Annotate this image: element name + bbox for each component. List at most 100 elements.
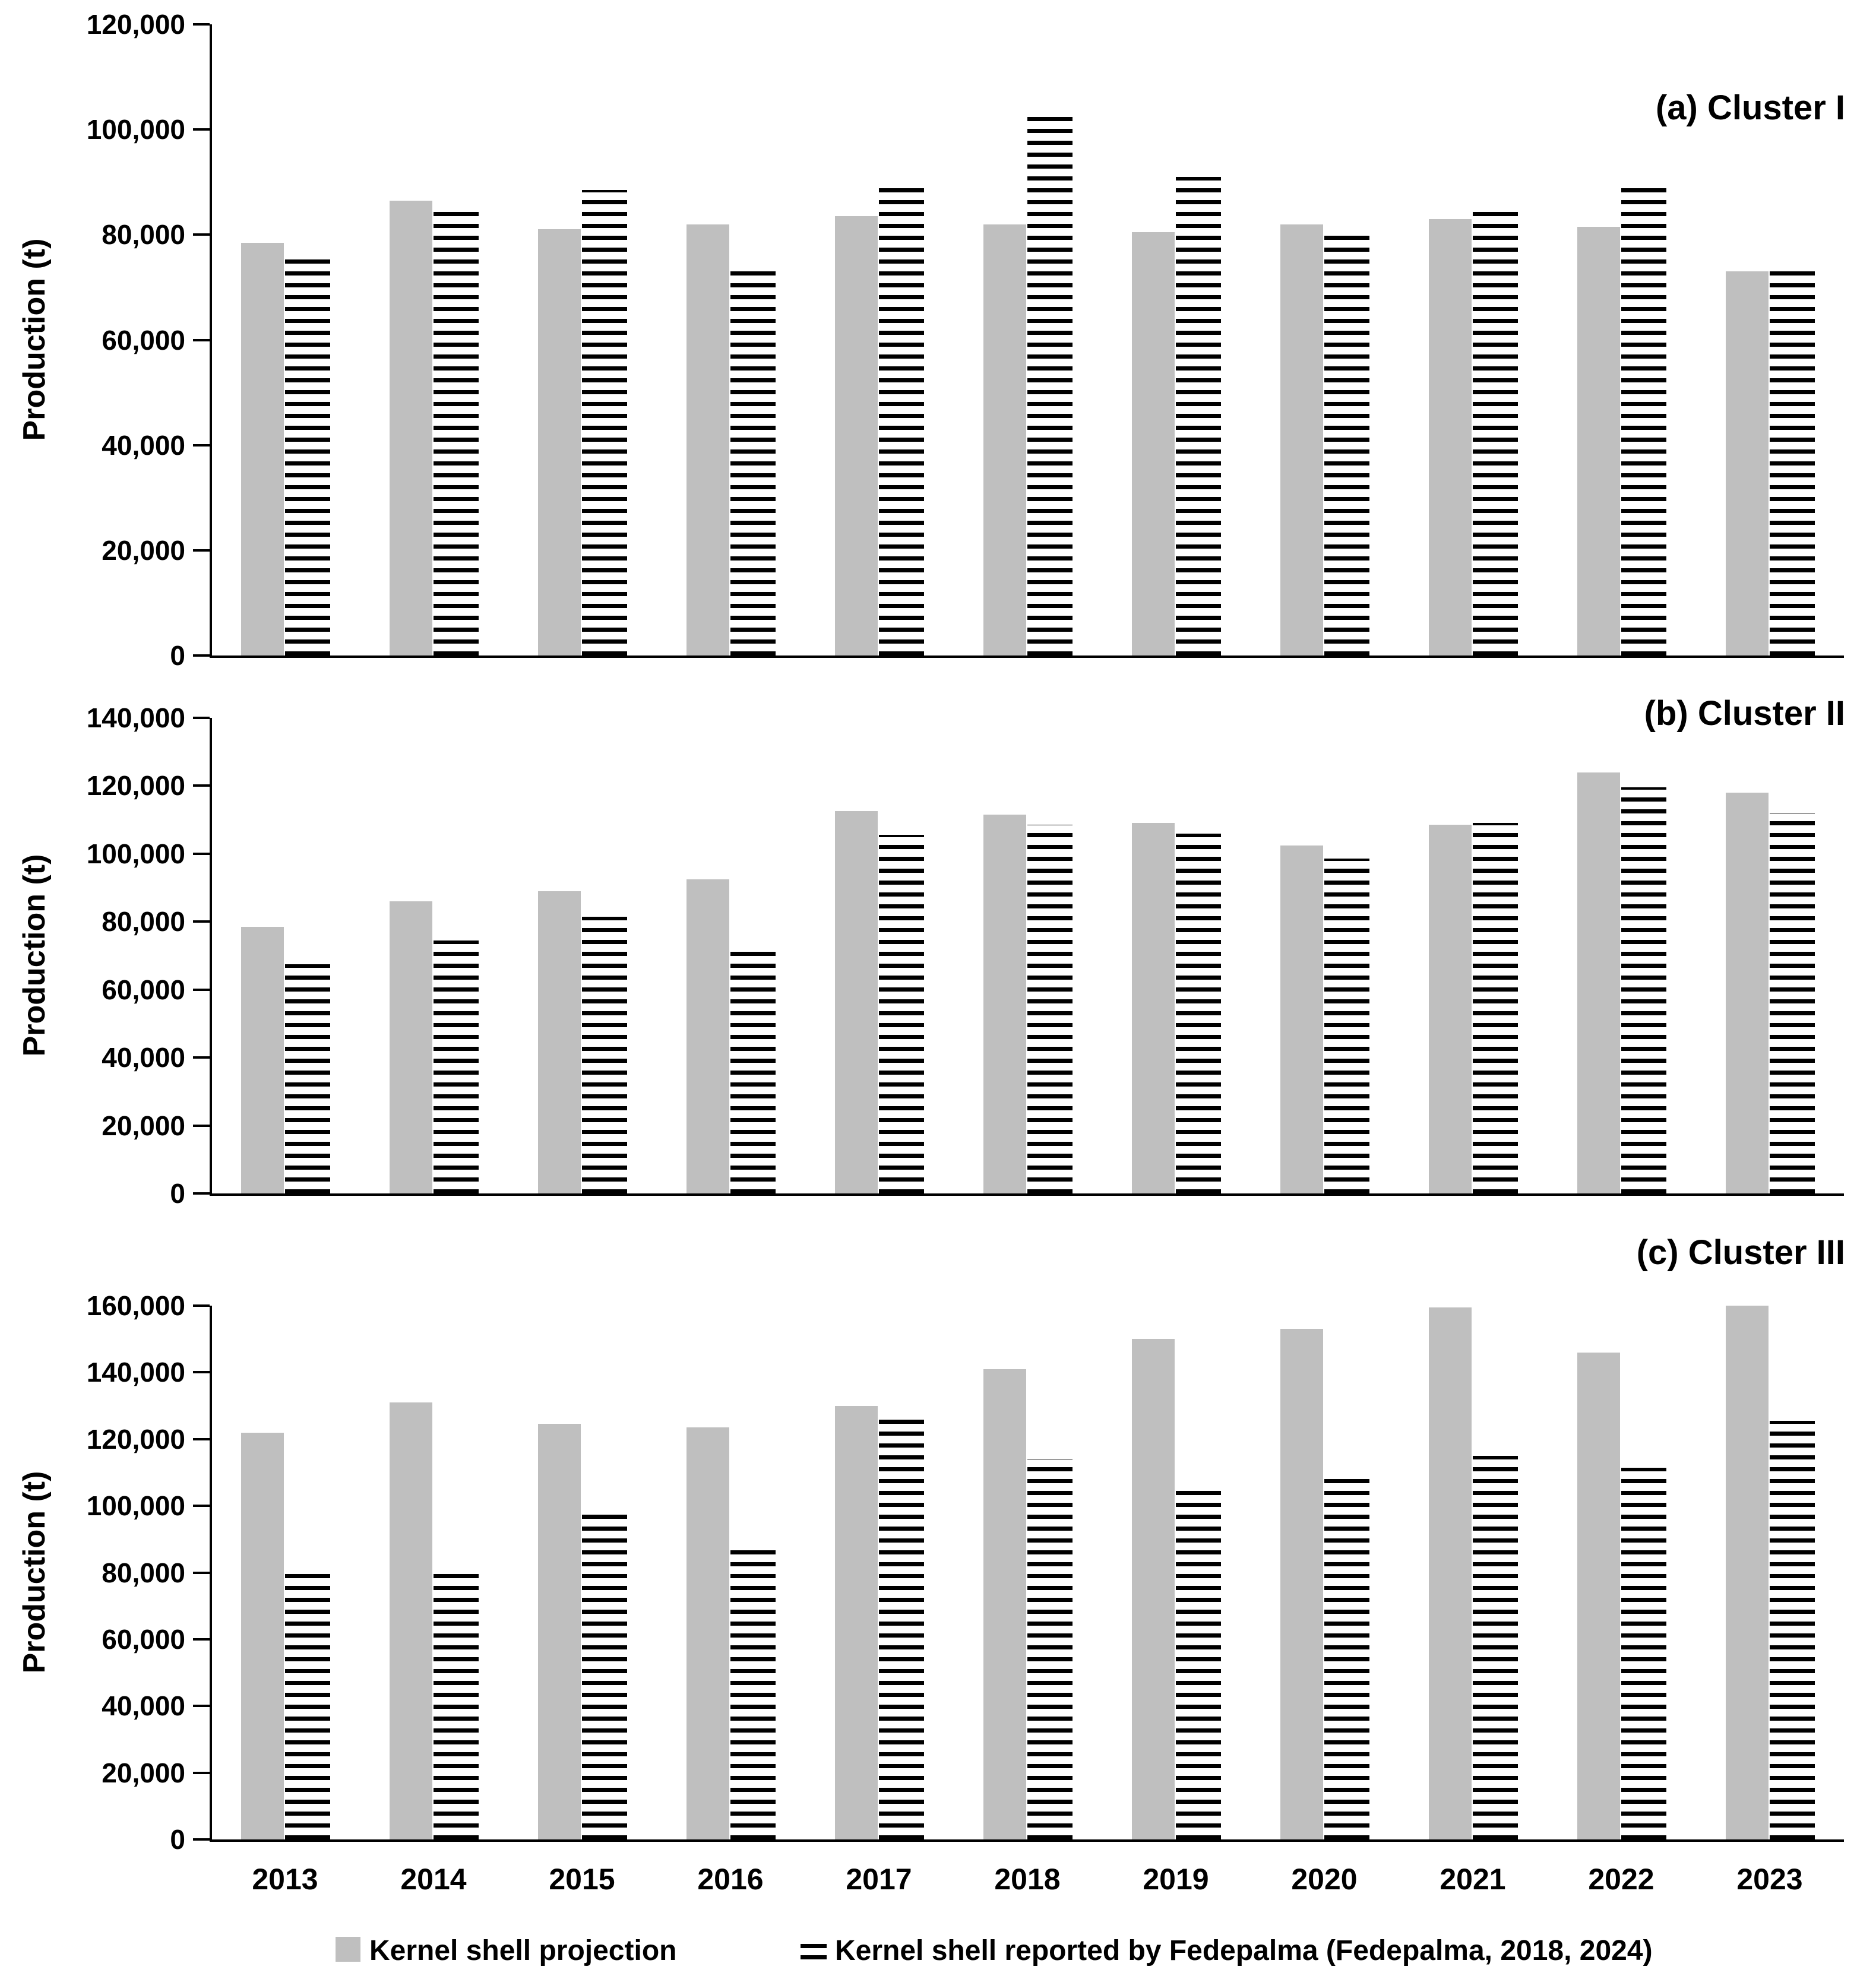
panel-c-tick [193, 1838, 210, 1841]
panel-a-tick [193, 549, 210, 552]
panel-b-tick [193, 1124, 210, 1127]
panel-b-tick [193, 988, 210, 991]
panel-a-tick-label: 60,000 [102, 324, 185, 356]
panel-a-bar-projection-2017 [835, 216, 878, 656]
panel-b-bar-reported-2013 [285, 964, 330, 1193]
panel-a-x-axis [210, 656, 1844, 658]
panel-a-bar-projection-2023 [1726, 271, 1769, 656]
panel-c-bar-reported-2016 [730, 1542, 776, 1839]
panel-c-bar-reported-2013 [285, 1568, 330, 1839]
panel-b-bar-reported-2016 [730, 950, 776, 1193]
panel-b-bar-projection-2014 [390, 901, 432, 1193]
legend-gray-swatch-icon [336, 1937, 360, 1962]
panel-c-bar-projection-2018 [983, 1369, 1026, 1839]
panel-a-tick [193, 444, 210, 446]
panel-a-tick [193, 654, 210, 657]
panel-c-tick-label: 40,000 [102, 1690, 185, 1722]
x-axis-label-2023: 2023 [1736, 1863, 1803, 1896]
panel-a-bar-projection-2020 [1280, 224, 1323, 656]
panel-c-tick-label: 20,000 [102, 1757, 185, 1788]
legend-projection-label: Kernel shell projection [369, 1935, 677, 1966]
panel-a-bar-reported-2019 [1176, 176, 1221, 656]
panel-b-y-axis-label: Production (t) [17, 854, 52, 1057]
panel-c-tick-label: 100,000 [86, 1490, 185, 1522]
panel-c-bar-reported-2023 [1770, 1420, 1815, 1839]
panel-b-tick-label: 80,000 [102, 906, 185, 938]
x-axis-label-2021: 2021 [1440, 1863, 1506, 1896]
panel-c-bar-projection-2023 [1726, 1306, 1769, 1839]
panel-c-bar-projection-2020 [1280, 1329, 1323, 1839]
x-axis-label-2020: 2020 [1291, 1863, 1358, 1896]
panel-c-bar-reported-2019 [1176, 1489, 1221, 1839]
panel-b-bar-projection-2021 [1429, 825, 1472, 1193]
panel-b-tick-label: 20,000 [102, 1110, 185, 1141]
panel-b-tick [193, 784, 210, 787]
panel-b-tick [193, 1192, 210, 1195]
panel-c-bar-reported-2022 [1621, 1467, 1666, 1839]
panel-c-bar-reported-2014 [434, 1574, 479, 1839]
panel-c-bar-reported-2018 [1027, 1459, 1073, 1839]
panel-a-bar-projection-2021 [1429, 218, 1472, 656]
panel-b-bar-reported-2021 [1473, 823, 1518, 1193]
panel-b-bar-reported-2023 [1770, 813, 1815, 1193]
panel-c-tick-label: 120,000 [86, 1423, 185, 1455]
panel-c-bar-projection-2021 [1429, 1307, 1472, 1839]
panel-c-bar-projection-2013 [241, 1432, 284, 1839]
panel-a-bar-reported-2015 [582, 190, 627, 656]
panel-a-tick-label: 40,000 [102, 429, 185, 461]
panel-c-title: (c) Cluster III [1636, 1233, 1845, 1272]
x-axis-label-2014: 2014 [400, 1863, 467, 1896]
panel-c-tick [193, 1505, 210, 1508]
panel-a-tick-label: 20,000 [102, 534, 185, 566]
panel-b-bar-projection-2023 [1726, 792, 1769, 1193]
panel-b-bar-projection-2017 [835, 811, 878, 1193]
panel-a-bar-projection-2019 [1132, 232, 1175, 656]
x-axis-label-2017: 2017 [846, 1863, 912, 1896]
panel-b-bar-reported-2017 [879, 835, 924, 1193]
panel-c-tick [193, 1705, 210, 1708]
panel-a-y-axis [210, 24, 212, 658]
panel-a-tick-label: 120,000 [86, 9, 185, 40]
panel-c-tick-label: 140,000 [86, 1357, 185, 1388]
panel-c-y-axis [210, 1306, 212, 1842]
legend-striped-swatch-icon [801, 1942, 827, 1959]
panel-b-bar-projection-2015 [538, 891, 581, 1193]
panel-b-bar-reported-2015 [582, 916, 627, 1193]
panel-b-bar-reported-2020 [1324, 859, 1369, 1193]
panel-c-tick-label: 60,000 [102, 1623, 185, 1655]
panel-a-tick-label: 0 [170, 640, 185, 671]
panel-c-tick [193, 1638, 210, 1641]
panel-c-tick [193, 1304, 210, 1307]
panel-b-bar-reported-2019 [1176, 833, 1221, 1193]
panel-b-bar-projection-2022 [1577, 772, 1620, 1193]
panel-b-bar-projection-2018 [983, 815, 1026, 1193]
panel-c-bar-reported-2020 [1324, 1479, 1369, 1839]
panel-a-bar-projection-2015 [538, 229, 581, 656]
panel-a-tick-label: 100,000 [86, 114, 185, 145]
legend-reported-label: Kernel shell reported by Fedepalma (Fede… [835, 1935, 1653, 1966]
panel-b-bar-projection-2019 [1132, 823, 1175, 1193]
x-axis-label-2019: 2019 [1143, 1863, 1209, 1896]
panel-a-tick [193, 338, 210, 341]
panel-a-bar-projection-2014 [390, 200, 432, 656]
panel-a-tick-label: 80,000 [102, 219, 185, 251]
panel-c-tick [193, 1571, 210, 1574]
panel-b-tick-label: 60,000 [102, 974, 185, 1005]
panel-b-tick-label: 40,000 [102, 1042, 185, 1074]
panel-b-bar-projection-2020 [1280, 845, 1323, 1193]
panel-b-tick [193, 717, 210, 719]
x-axis-label-2022: 2022 [1588, 1863, 1654, 1896]
panel-c-bar-projection-2015 [538, 1424, 581, 1839]
panel-b-x-axis [210, 1193, 1844, 1196]
panel-a-tick [193, 23, 210, 26]
panel-b-title: (b) Cluster II [1644, 694, 1845, 733]
panel-c-tick-label: 160,000 [86, 1290, 185, 1321]
x-axis-label-2018: 2018 [994, 1863, 1061, 1896]
panel-b-bar-projection-2013 [241, 926, 284, 1193]
panel-b-bar-reported-2022 [1621, 787, 1666, 1193]
panel-c-tick [193, 1371, 210, 1374]
panel-b-tick-label: 0 [170, 1178, 185, 1209]
panel-a-title: (a) Cluster I [1655, 88, 1845, 127]
panel-a-bar-reported-2018 [1027, 116, 1073, 656]
